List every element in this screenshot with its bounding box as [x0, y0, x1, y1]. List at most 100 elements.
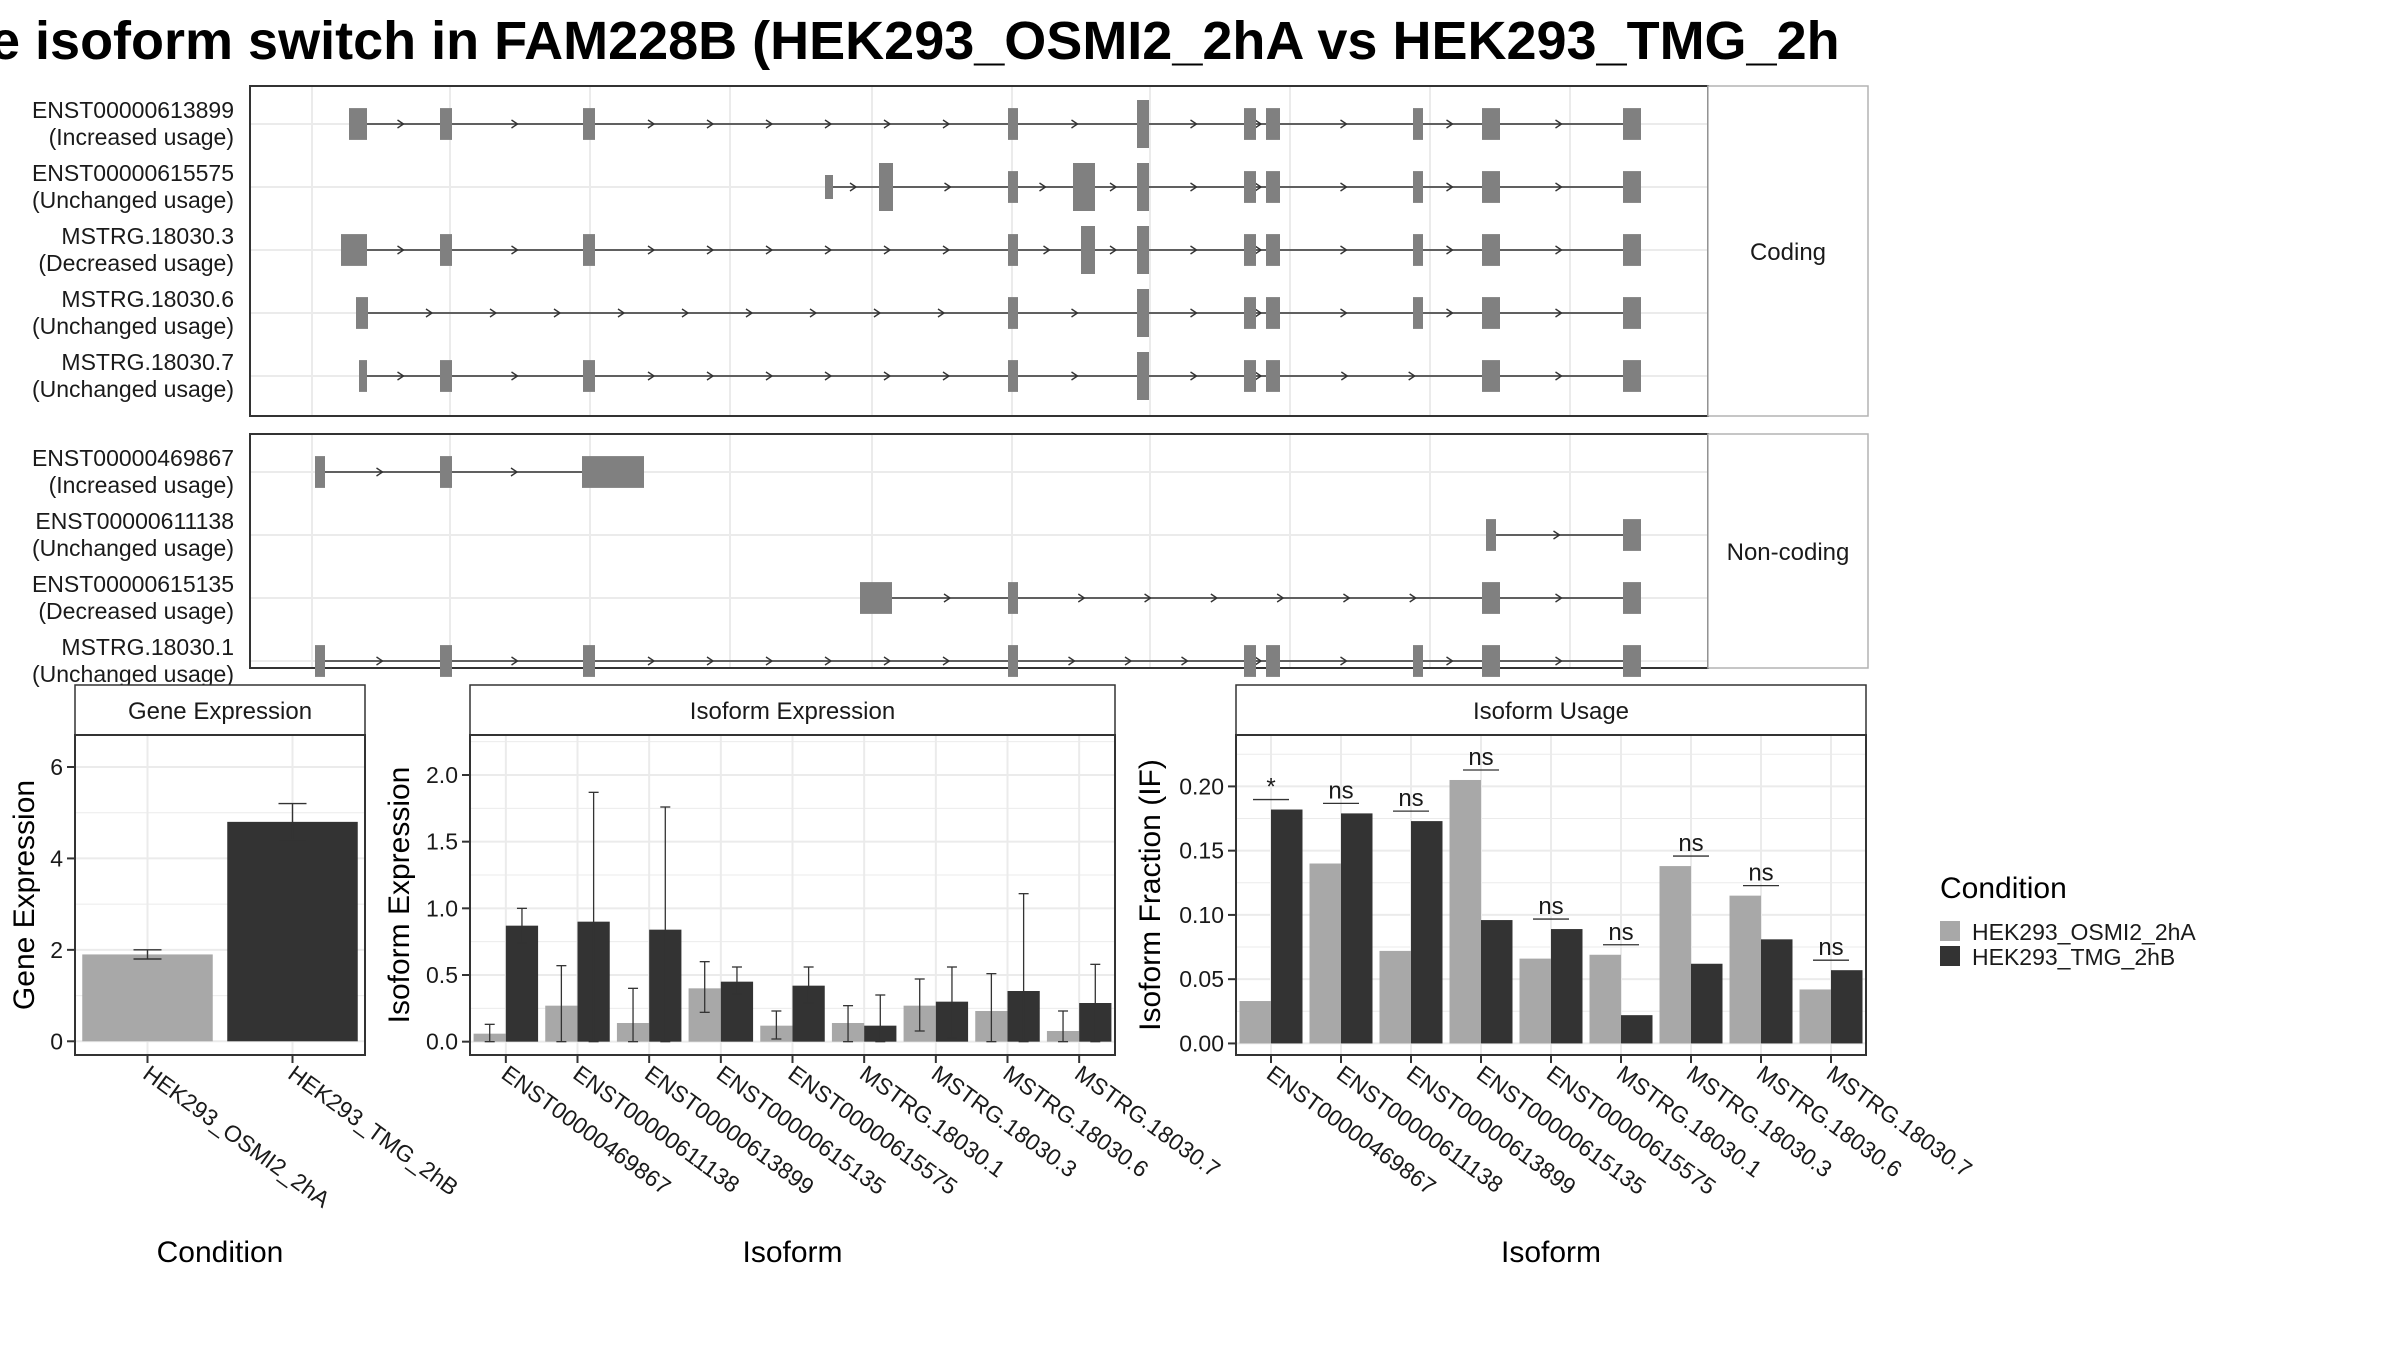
intron-arrow [1254, 656, 1263, 666]
intron-arrow [1446, 119, 1454, 129]
intron-arrow [1071, 119, 1079, 129]
figure-title: e isoform switch in FAM228B (HEK293_OSMI… [0, 11, 1840, 71]
exon-block [1008, 108, 1018, 140]
intron-arrow [1340, 308, 1348, 318]
intron-arrow [1190, 308, 1198, 318]
exon-block [1137, 163, 1149, 211]
intron-arrow [1446, 308, 1454, 318]
intron-arrow [1190, 245, 1198, 255]
bar [1481, 920, 1513, 1044]
exon-block [879, 163, 893, 211]
intron-arrow [942, 371, 951, 381]
transcript-row: ENST00000613899(Increased usage) [32, 97, 1707, 150]
exon-block [1244, 171, 1256, 203]
exon-block [1266, 360, 1280, 392]
exon-block [1244, 360, 1256, 392]
transcript-usage-label: (Unchanged usage) [32, 661, 234, 687]
intron-arrow [1340, 119, 1348, 129]
exon-block [1008, 645, 1018, 677]
intron-arrow [824, 656, 833, 666]
y-tick-label: 0.00 [1179, 1030, 1224, 1056]
transcript-row: ENST00000611138(Unchanged usage) [32, 508, 1707, 561]
bar [1411, 821, 1443, 1044]
intron-arrow [489, 308, 498, 318]
chart-strip [469, 684, 1116, 736]
exon-block [1623, 297, 1641, 329]
intron-arrow [883, 245, 892, 255]
significance-label: ns [1468, 744, 1493, 771]
transcript-id-label: ENST00000615575 [32, 160, 234, 186]
transcript-row: ENST00000615575(Unchanged usage) [32, 160, 1707, 213]
intron-arrow [511, 656, 519, 666]
exon-block [341, 234, 367, 266]
intron-arrow [397, 119, 405, 129]
intron-arrow [706, 245, 715, 255]
bar [82, 954, 213, 1042]
bar [227, 821, 358, 1042]
significance-label: ns [1328, 777, 1353, 804]
exon-block [825, 175, 833, 199]
x-axis-title: Isoform [742, 1236, 842, 1269]
intron-arrow [942, 119, 951, 129]
y-tick-label: 6 [50, 754, 63, 780]
x-axis-title: Isoform [1501, 1236, 1601, 1269]
exon-block [860, 582, 892, 614]
exon-block [359, 360, 367, 392]
intron-arrow [511, 245, 519, 255]
transcript-id-label: ENST00000615135 [32, 571, 234, 597]
intron-arrow [1190, 182, 1198, 192]
intron-arrow [1068, 656, 1076, 666]
intron-arrow [1343, 593, 1351, 603]
intron-arrow [706, 371, 715, 381]
legend-label-osmi: HEK293_OSMI2_2hA [1972, 919, 2196, 945]
intron-arrow [1555, 245, 1563, 255]
chart-panel-isoform-usage: Isoform Usage 0.00 0.05 0.10 0.15 0.20 * ns ns ns… [1134, 684, 1977, 1269]
exon-block [1244, 108, 1256, 140]
exon-block [583, 234, 595, 266]
exon-block [315, 645, 325, 677]
exon-block [1073, 163, 1095, 211]
exon-block [1413, 234, 1423, 266]
transcript-id-label: ENST00000469867 [32, 445, 234, 471]
y-axis-title: Gene Expression [8, 780, 41, 1010]
exon-block [1266, 234, 1280, 266]
intron-arrow [1446, 656, 1454, 666]
exon-block [1623, 360, 1641, 392]
intron-arrow [745, 308, 754, 318]
intron-arrow [849, 182, 858, 192]
transcript-usage-label: (Decreased usage) [38, 250, 234, 276]
bar [1271, 809, 1303, 1044]
intron-arrow [1553, 530, 1561, 540]
bar [1621, 1015, 1653, 1044]
exon-block [1137, 226, 1149, 274]
transcript-id-label: ENST00000611138 [35, 508, 234, 534]
chart-strip [1235, 684, 1867, 736]
bar [1519, 958, 1551, 1044]
exon-block [1482, 108, 1500, 140]
intron-arrow [1124, 656, 1133, 666]
intron-arrow [1276, 593, 1285, 603]
intron-arrow [765, 119, 774, 129]
legend-swatch-osmi [1940, 921, 1960, 941]
intron-arrow [937, 308, 946, 318]
intron-arrow [765, 656, 774, 666]
intron-arrow [1144, 593, 1152, 603]
exon-block [1244, 297, 1256, 329]
exon-block [440, 108, 452, 140]
intron-arrow [1109, 182, 1118, 192]
exon-block [1623, 582, 1641, 614]
significance-label: ns [1538, 893, 1563, 920]
significance-label: ns [1608, 919, 1633, 946]
bar [1551, 929, 1583, 1044]
intron-arrow [1555, 656, 1563, 666]
exon-block [1137, 289, 1149, 337]
intron-arrow [944, 182, 952, 192]
intron-arrow [376, 656, 384, 666]
transcript-usage-label: (Decreased usage) [38, 598, 234, 624]
exon-block [1244, 234, 1256, 266]
exon-block [1413, 645, 1423, 677]
intron-arrow [376, 467, 384, 477]
intron-arrow [1043, 245, 1051, 255]
